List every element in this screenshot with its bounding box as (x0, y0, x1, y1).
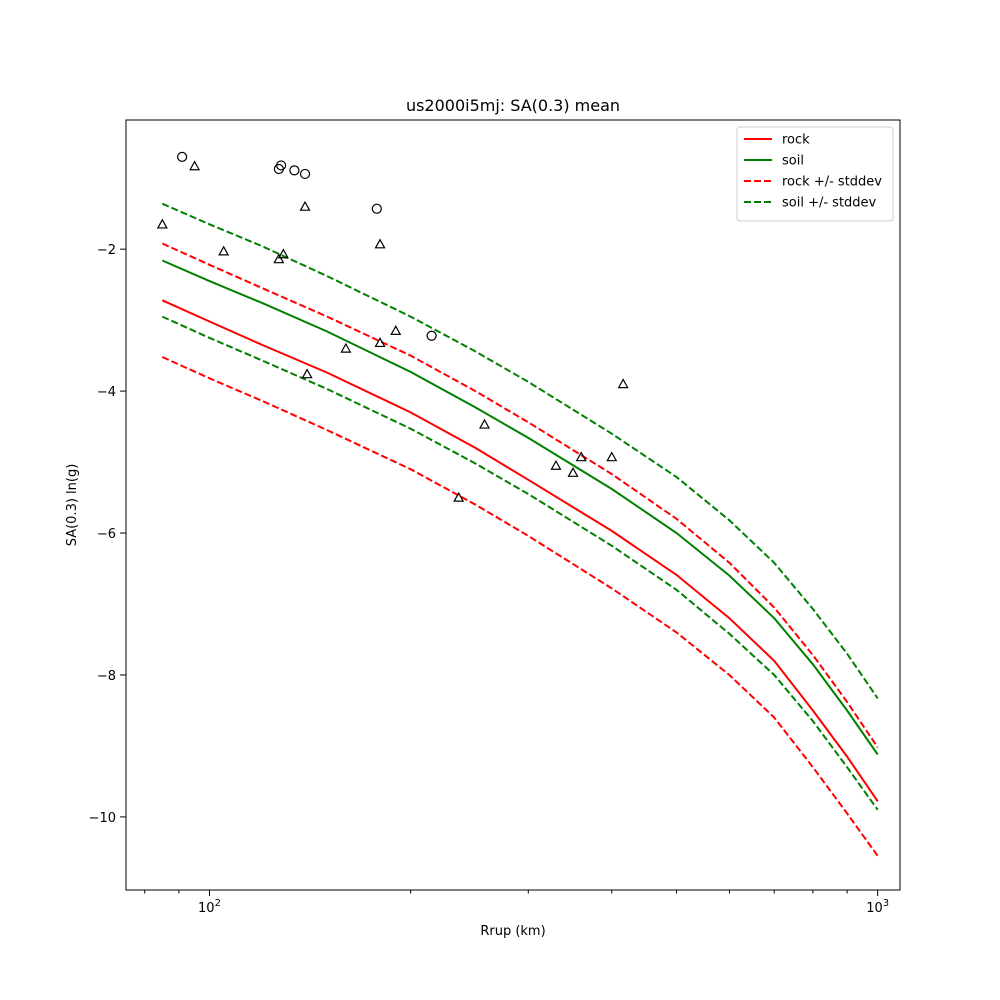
observation-triangle (189, 160, 201, 171)
legend-frame (736, 126, 894, 222)
series-line-rock-lower (161, 356, 879, 857)
series-line-soil-lower (161, 315, 879, 811)
observation-triangle (340, 342, 352, 353)
observation-circle (177, 151, 188, 163)
y-tick-label: −8 (97, 669, 116, 684)
series-line-soil-upper (161, 202, 879, 699)
observation-triangle (273, 253, 285, 264)
y-tick-label: −4 (97, 385, 116, 400)
legend-label: soil +/- stddev (782, 196, 877, 211)
legend: rock soil rock +/- stddev soil +/- stddev (736, 126, 894, 222)
observation-circle (371, 203, 382, 214)
observation-circle (299, 168, 311, 180)
chart-title: us2000i5mj: SA(0.3) mean (406, 96, 620, 115)
observation-triangle (550, 459, 562, 470)
observation-circle (426, 330, 437, 341)
series-line-rock (161, 299, 879, 802)
y-tick-label: −2 (97, 243, 116, 258)
markers-layer (156, 151, 629, 502)
y-axis: −10 −8 −6 −4 −2 (89, 243, 126, 826)
y-axis-label: SA(0.3) ln(g) (65, 464, 80, 547)
observation-triangle (218, 245, 230, 256)
plot-frame (125, 119, 901, 891)
observation-triangle (374, 238, 386, 249)
observation-triangle (453, 491, 465, 502)
legend-label: soil (782, 154, 804, 169)
series-line-rock-upper (161, 242, 879, 748)
observation-triangle (299, 200, 311, 211)
observation-triangle (390, 325, 402, 335)
x-tick-label: 103 (866, 898, 889, 916)
observation-circle (276, 160, 287, 171)
y-tick-label: −10 (89, 811, 116, 826)
observation-triangle (156, 218, 168, 229)
observation-triangle (617, 378, 629, 389)
observation-triangle (567, 466, 579, 477)
observation-triangle (575, 451, 587, 462)
observation-triangle (606, 451, 618, 462)
y-tick-label: −6 (97, 527, 116, 542)
legend-label: rock (782, 133, 810, 148)
series-line-soil (161, 259, 879, 756)
observation-triangle (301, 368, 313, 379)
observation-triangle (374, 337, 386, 348)
observation-triangle (277, 248, 289, 259)
observation-circle (289, 165, 300, 176)
legend-label: rock +/- stddev (782, 175, 882, 190)
x-axis: 102 103 (144, 890, 889, 916)
x-axis-label: Rrup (km) (480, 924, 545, 939)
x-tick-label: 102 (198, 898, 221, 916)
curves-layer (161, 202, 879, 857)
observation-triangle (479, 418, 491, 429)
